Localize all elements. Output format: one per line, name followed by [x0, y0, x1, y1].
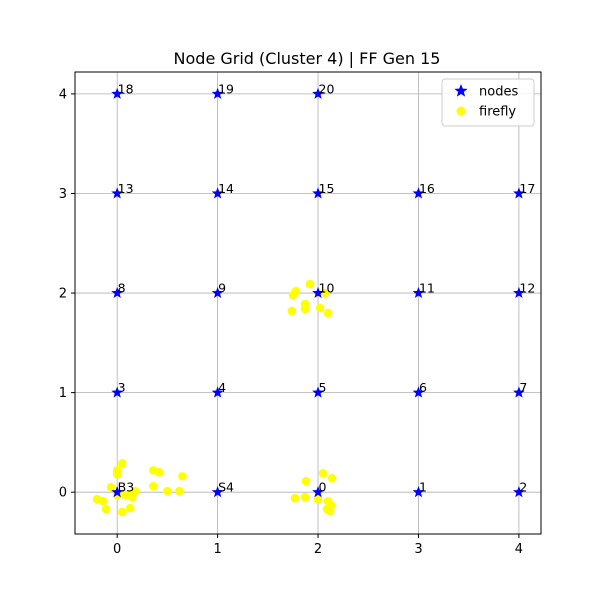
node-star	[312, 386, 324, 398]
firefly-point	[320, 288, 330, 298]
y-tick-label: 4	[59, 87, 67, 102]
node-star	[211, 386, 224, 398]
node-star	[412, 386, 425, 398]
node-star	[513, 187, 525, 199]
legend-entry-label: nodes	[479, 85, 518, 100]
node-star	[312, 286, 324, 299]
firefly-point	[318, 468, 328, 478]
firefly-point	[101, 504, 111, 514]
node-star	[111, 87, 124, 99]
node-label: 15	[319, 181, 335, 196]
node-label: 8	[118, 281, 126, 296]
node-label: B3	[118, 480, 135, 495]
node-label: 19	[218, 81, 234, 96]
legend-entry-label: firefly	[479, 105, 516, 120]
node-star	[312, 187, 324, 199]
firefly-point	[125, 503, 135, 513]
x-tick-label: 4	[515, 542, 523, 557]
firefly-point	[323, 308, 333, 318]
firefly-point	[155, 467, 164, 477]
node-label: 5	[319, 380, 327, 395]
node-star	[312, 485, 324, 498]
x-tick-label: 0	[113, 542, 121, 557]
node-label: 18	[118, 81, 134, 96]
legend-star-icon	[454, 84, 468, 97]
node-star	[111, 187, 124, 199]
node-label: 11	[419, 281, 435, 296]
node-label: 16	[419, 181, 435, 196]
firefly-point	[313, 494, 323, 504]
node-label: 20	[319, 81, 335, 96]
firefly-point	[98, 496, 108, 506]
node-star	[513, 386, 525, 398]
firefly-point	[130, 486, 140, 496]
firefly-point	[300, 304, 310, 314]
plot-frame	[74, 71, 542, 535]
firefly-point	[291, 286, 301, 296]
node-label: 6	[419, 380, 427, 395]
firefly-point	[325, 506, 335, 516]
firefly-point	[106, 482, 116, 492]
node-label: S4	[218, 480, 234, 495]
node-label: 17	[519, 181, 535, 196]
y-tick-label: 0	[59, 486, 67, 501]
node-label: 7	[519, 380, 527, 395]
node-label: 9	[218, 281, 226, 296]
x-tick-label: 3	[414, 542, 422, 557]
node-label: 0	[319, 480, 327, 495]
firefly-point	[149, 481, 158, 491]
firefly-point	[117, 507, 127, 517]
firefly-point	[175, 486, 184, 496]
node-label: 4	[218, 380, 226, 395]
chart-title: Node Grid (Cluster 4) | FF Gen 15	[174, 49, 441, 68]
firefly-point	[112, 469, 122, 479]
node-label: 3	[118, 380, 126, 395]
node-label: 14	[218, 181, 234, 196]
node-star	[412, 485, 425, 498]
node-star	[211, 286, 224, 299]
node-label: 10	[319, 281, 335, 296]
y-tick-label: 3	[59, 187, 67, 202]
x-tick-label: 2	[314, 542, 322, 557]
y-tick-label: 1	[59, 386, 67, 401]
firefly-point	[301, 476, 311, 486]
y-tick-label: 2	[59, 287, 67, 302]
node-label: 2	[519, 480, 527, 495]
legend-circle-icon	[456, 106, 466, 116]
node-star	[111, 485, 124, 498]
firefly-point	[305, 279, 315, 289]
node-star	[513, 286, 525, 299]
firefly-point	[300, 492, 310, 502]
node-label: 12	[519, 281, 535, 296]
node-star	[211, 485, 224, 498]
firefly-point	[327, 473, 337, 483]
firefly-point	[315, 303, 325, 313]
node-star	[312, 87, 324, 99]
x-tick-label: 1	[213, 542, 221, 557]
firefly-point	[178, 471, 187, 481]
firefly-point	[290, 493, 300, 503]
firefly-points	[92, 279, 337, 517]
firefly-point	[163, 486, 172, 496]
node-star	[412, 187, 425, 199]
node-label: 13	[118, 181, 134, 196]
node-star	[513, 485, 525, 498]
node-star	[412, 286, 425, 299]
firefly-point	[287, 306, 297, 316]
node-label: 1	[419, 480, 427, 495]
node-star	[211, 87, 224, 99]
node-star	[111, 286, 124, 299]
firefly-point	[117, 459, 127, 468]
node-star	[111, 386, 124, 398]
node-star	[211, 187, 224, 199]
legend: nodes firefly	[441, 78, 535, 127]
